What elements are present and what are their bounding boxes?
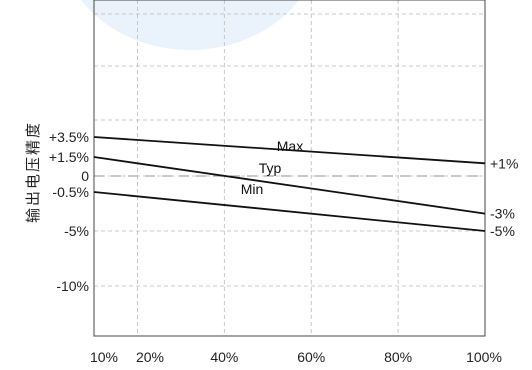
y-axis-label: 输出电压精度 — [24, 121, 42, 223]
series-label-typ: Typ — [259, 160, 282, 176]
y-tick-label: +3.5% — [49, 129, 89, 145]
right-end-label: -3% — [490, 206, 515, 222]
y-tick-label: -0.5% — [52, 184, 89, 200]
series-line-min — [93, 191, 486, 232]
y-tick-label: 0 — [81, 168, 89, 184]
series-label-min: Min — [241, 181, 264, 197]
plot-frame — [93, 0, 486, 337]
x-tick-label: 80% — [384, 349, 412, 365]
x-tick-label: 20% — [136, 349, 164, 365]
x-tick-label: 60% — [297, 349, 325, 365]
y-tick-label: -5% — [64, 223, 89, 239]
y-tick-label: -10% — [56, 278, 89, 294]
series-line-max — [93, 136, 486, 165]
right-end-label: +1% — [490, 155, 518, 171]
x-tick-label: 10% — [90, 349, 118, 365]
tick-labels: +3.5%+1.5%0-0.5%-5%-10%+1%-3%-5%10% 20% 40… — [49, 129, 519, 365]
series-label-max: Max — [277, 138, 303, 154]
x-tick-label: 100% — [466, 349, 502, 365]
series-line-typ — [93, 156, 486, 215]
right-end-label: -5% — [490, 223, 515, 239]
y-tick-label: +1.5% — [49, 149, 89, 165]
series-group: Max Typ Min — [93, 136, 486, 232]
grid — [94, 0, 485, 336]
x-tick-label: 40% — [210, 349, 238, 365]
